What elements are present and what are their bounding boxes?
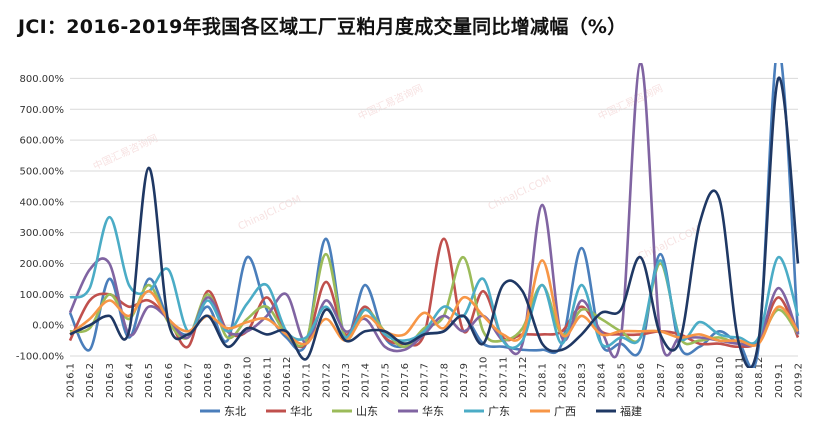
x-tick-label: 2016.8 xyxy=(203,363,214,398)
x-tick-label: 2017.9 xyxy=(459,363,470,398)
x-tick-label: 2018.1 xyxy=(538,363,549,398)
x-tick-label: 2018.3 xyxy=(577,363,588,398)
x-tick-label: 2016.12 xyxy=(282,357,293,398)
x-tick-label: 2018.6 xyxy=(636,363,647,398)
legend-label: 广西 xyxy=(554,405,576,418)
x-tick-label: 2019.1 xyxy=(774,363,785,398)
x-tick-label: 2017.3 xyxy=(341,363,352,398)
legend-label: 福建 xyxy=(620,404,642,418)
chart-title: JCI：2016-2019年我国各区域工厂豆粕月度成交量同比增减幅（%） xyxy=(18,16,627,38)
x-tick-label: 2018.8 xyxy=(675,363,686,398)
x-tick-label: 2018.5 xyxy=(616,363,627,398)
y-tick-label: 700.00% xyxy=(20,105,65,116)
y-tick-label: 200.00% xyxy=(20,259,65,270)
watermark-text: 中国汇易咨询网 xyxy=(356,81,425,122)
x-tick-label: 2017.7 xyxy=(420,363,431,398)
x-tick-label: 2017.4 xyxy=(361,363,372,398)
y-tick-label: 800.00% xyxy=(20,74,65,85)
x-tick-label: 2018.11 xyxy=(734,357,745,398)
x-tick-label: 2016.7 xyxy=(184,363,195,398)
x-tick-label: 2017.2 xyxy=(321,363,332,398)
legend-label: 广东 xyxy=(488,405,510,418)
legend-label: 华北 xyxy=(290,404,312,418)
x-tick-label: 2018.10 xyxy=(715,357,726,398)
x-tick-label: 2018.2 xyxy=(557,363,568,398)
series-line-华东 xyxy=(68,63,800,359)
x-tick-label: 2016.9 xyxy=(223,363,234,398)
x-tick-label: 2016.3 xyxy=(105,363,116,398)
x-tick-label: 2016.6 xyxy=(164,363,175,398)
x-tick-label: 2016.1 xyxy=(66,363,77,398)
y-tick-label: 100.00% xyxy=(20,290,65,301)
x-tick-label: 2018.9 xyxy=(695,363,706,398)
legend-label: 华东 xyxy=(422,404,444,418)
y-tick-label: 400.00% xyxy=(20,197,65,208)
y-tick-label: 600.00% xyxy=(20,136,65,147)
x-tick-label: 2017.12 xyxy=(518,357,529,398)
legend-label: 东北 xyxy=(224,405,246,418)
watermark-text: ChinaJCI.COM xyxy=(237,194,303,233)
x-tick-label: 2017.5 xyxy=(380,363,391,398)
x-tick-label: 2017.8 xyxy=(439,363,450,398)
y-tick-label: 300.00% xyxy=(20,228,65,239)
watermark-text: 中国汇易咨询网 xyxy=(91,131,160,172)
y-tick-label: 500.00% xyxy=(20,166,65,177)
y-tick-label: 0.00% xyxy=(32,321,64,332)
x-tick-label: 2016.5 xyxy=(144,363,155,398)
x-tick-label: 2017.10 xyxy=(479,357,490,398)
series-line-广西 xyxy=(69,259,800,347)
x-tick-label: 2016.10 xyxy=(243,357,254,398)
x-tick-label: 2017.11 xyxy=(498,357,509,398)
x-tick-label: 2016.11 xyxy=(262,357,273,398)
x-tick-label: 2017.1 xyxy=(302,363,313,398)
x-tick-label: 2018.12 xyxy=(754,357,765,398)
watermark-text: 中国汇易咨询网 xyxy=(596,81,665,122)
x-tick-label: 2019.2 xyxy=(794,363,805,398)
legend-label: 山东 xyxy=(356,405,378,418)
x-tick-label: 2016.4 xyxy=(125,363,136,398)
y-tick-label: -100.00% xyxy=(16,352,64,363)
series-line-华北 xyxy=(68,237,800,349)
series-line-福建 xyxy=(69,76,800,368)
x-tick-label: 2017.6 xyxy=(400,363,411,398)
x-tick-label: 2018.4 xyxy=(597,363,608,398)
x-tick-label: 2018.7 xyxy=(656,363,667,398)
x-tick-label: 2016.2 xyxy=(85,363,96,398)
